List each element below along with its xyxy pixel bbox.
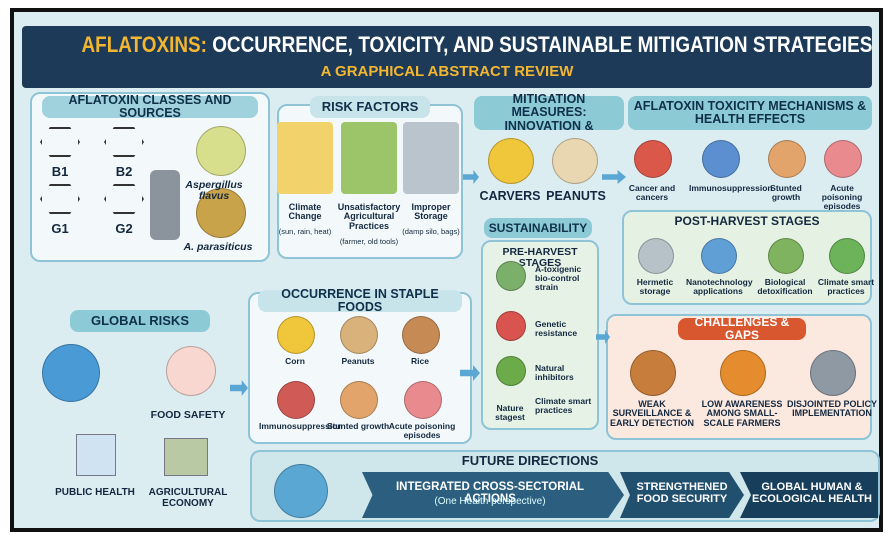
label: PUBLIC HEALTH <box>50 488 140 499</box>
title-highlight: AFLATOXINS: <box>82 32 207 57</box>
label: Nature stagest <box>488 404 532 422</box>
label: Nanotechnology applications <box>686 278 750 296</box>
section-title: OCCURRENCE IN STAPLE FOODS <box>258 290 462 312</box>
infographic: AFLATOXINS: OCCURRENCE, TOXICITY, AND SU… <box>0 0 893 540</box>
label: POST-HARVEST STAGES <box>647 215 847 228</box>
label: Climate smart practices <box>814 278 878 296</box>
label: Aspergillus flavus <box>169 180 259 202</box>
post-harvest-icon <box>701 238 737 274</box>
label: Corn <box>259 357 331 366</box>
section-title: RISK FACTORS <box>310 96 430 118</box>
risk-image <box>341 122 397 194</box>
label: Immunosuppression <box>259 422 331 431</box>
label: B1 <box>40 165 80 179</box>
label: Biological detoxification <box>753 278 817 296</box>
risk-image <box>277 122 333 194</box>
label: G2 <box>104 222 144 236</box>
no-sign-icon <box>166 346 216 396</box>
peanut-icon <box>552 138 598 184</box>
label: Cancer and cancers <box>621 184 683 202</box>
health-icon <box>634 140 672 178</box>
risk-image <box>403 122 459 194</box>
label: A-toxigenic bio-control strain <box>535 265 597 292</box>
label: Acute poisoning episodes <box>811 184 873 211</box>
subtitle: A GRAPHICAL ABSTRACT REVIEW <box>22 64 872 80</box>
post-harvest-icon <box>638 238 674 274</box>
label: GLOBAL HUMAN & ECOLOGICAL HEALTH <box>752 482 872 505</box>
challenge-icon <box>720 350 766 396</box>
section-title: SUSTAINABILITY <box>484 218 592 238</box>
label: STRENGTHENED FOOD SECURITY <box>632 482 732 505</box>
challenge-icon <box>630 350 676 396</box>
label: PEANUTS <box>541 190 611 203</box>
food-icon <box>402 316 440 354</box>
pre-harvest-icon <box>496 311 526 341</box>
label: DISJOINTED POLICY IMPLEMENTATION <box>784 400 880 419</box>
section-title: GLOBAL RISKS <box>70 310 210 332</box>
section-title: MITIGATION MEASURES: INNOVATION & <box>474 96 624 130</box>
section-title: CHALLENGES & GAPS <box>678 318 806 340</box>
label: Stunted growth <box>755 184 817 202</box>
pre-harvest-icon <box>496 356 526 386</box>
section-title: AFLATOXIN TOXICITY MECHANISMS & HEALTH E… <box>628 96 872 130</box>
label: FUTURE DIRECTIONS <box>430 454 630 468</box>
health-icon <box>768 140 806 178</box>
corn-icon <box>488 138 534 184</box>
food-icon <box>340 316 378 354</box>
label: Natural inhibitors <box>535 364 597 382</box>
label: (One Health perspective) <box>370 497 610 508</box>
title-text: OCCURRENCE, TOXICITY, AND SUSTAINABLE MI… <box>212 32 872 57</box>
section-title: AFLATOXIN CLASSES AND SOURCES <box>42 96 258 118</box>
label: FOOD SAFETY <box>143 410 233 421</box>
label: Stunted growth <box>322 422 394 431</box>
label: Improper Storage <box>399 203 463 222</box>
label: AGRICULTURAL ECONOMY <box>143 488 233 509</box>
label: Unsatisfactory Agricultural Practices <box>337 203 401 231</box>
label: Climate smart practices <box>535 397 597 415</box>
hospital-icon <box>76 434 116 476</box>
fungus-icon <box>196 126 246 176</box>
label: CARVERS <box>475 190 545 203</box>
health-icon <box>702 140 740 178</box>
earth-icon <box>42 344 100 402</box>
world-icon <box>274 464 328 518</box>
label: Acute poisoning episodes <box>386 422 458 440</box>
title: AFLATOXINS: OCCURRENCE, TOXICITY, AND SU… <box>82 33 813 56</box>
label: B2 <box>104 165 144 179</box>
post-harvest-icon <box>829 238 865 274</box>
label: Climate Change <box>273 203 337 222</box>
label: Rice <box>384 357 456 366</box>
label: Immunosuppression <box>689 184 751 193</box>
challenge-icon <box>810 350 856 396</box>
health-icon <box>824 140 862 178</box>
label: Genetic resistance <box>535 320 597 338</box>
label: G1 <box>40 222 80 236</box>
food-icon <box>277 316 315 354</box>
pre-harvest-icon <box>496 261 526 291</box>
post-harvest-icon <box>768 238 804 274</box>
food-icon <box>277 381 315 419</box>
label: (farmer, old tools) <box>337 238 401 246</box>
label: WEAK SURVEILLANCE & EARLY DETECTION <box>604 400 700 428</box>
register-icon <box>164 438 208 476</box>
label: LOW AWARENESS AMONG SMALL-SCALE FARMERS <box>694 400 790 428</box>
food-icon <box>340 381 378 419</box>
label: A. parasiticus <box>178 242 258 253</box>
label: (damp silo, bags) <box>399 228 463 236</box>
food-icon <box>404 381 442 419</box>
label: Hermetic storage <box>623 278 687 296</box>
label: (sun, rain, heat) <box>273 228 337 236</box>
